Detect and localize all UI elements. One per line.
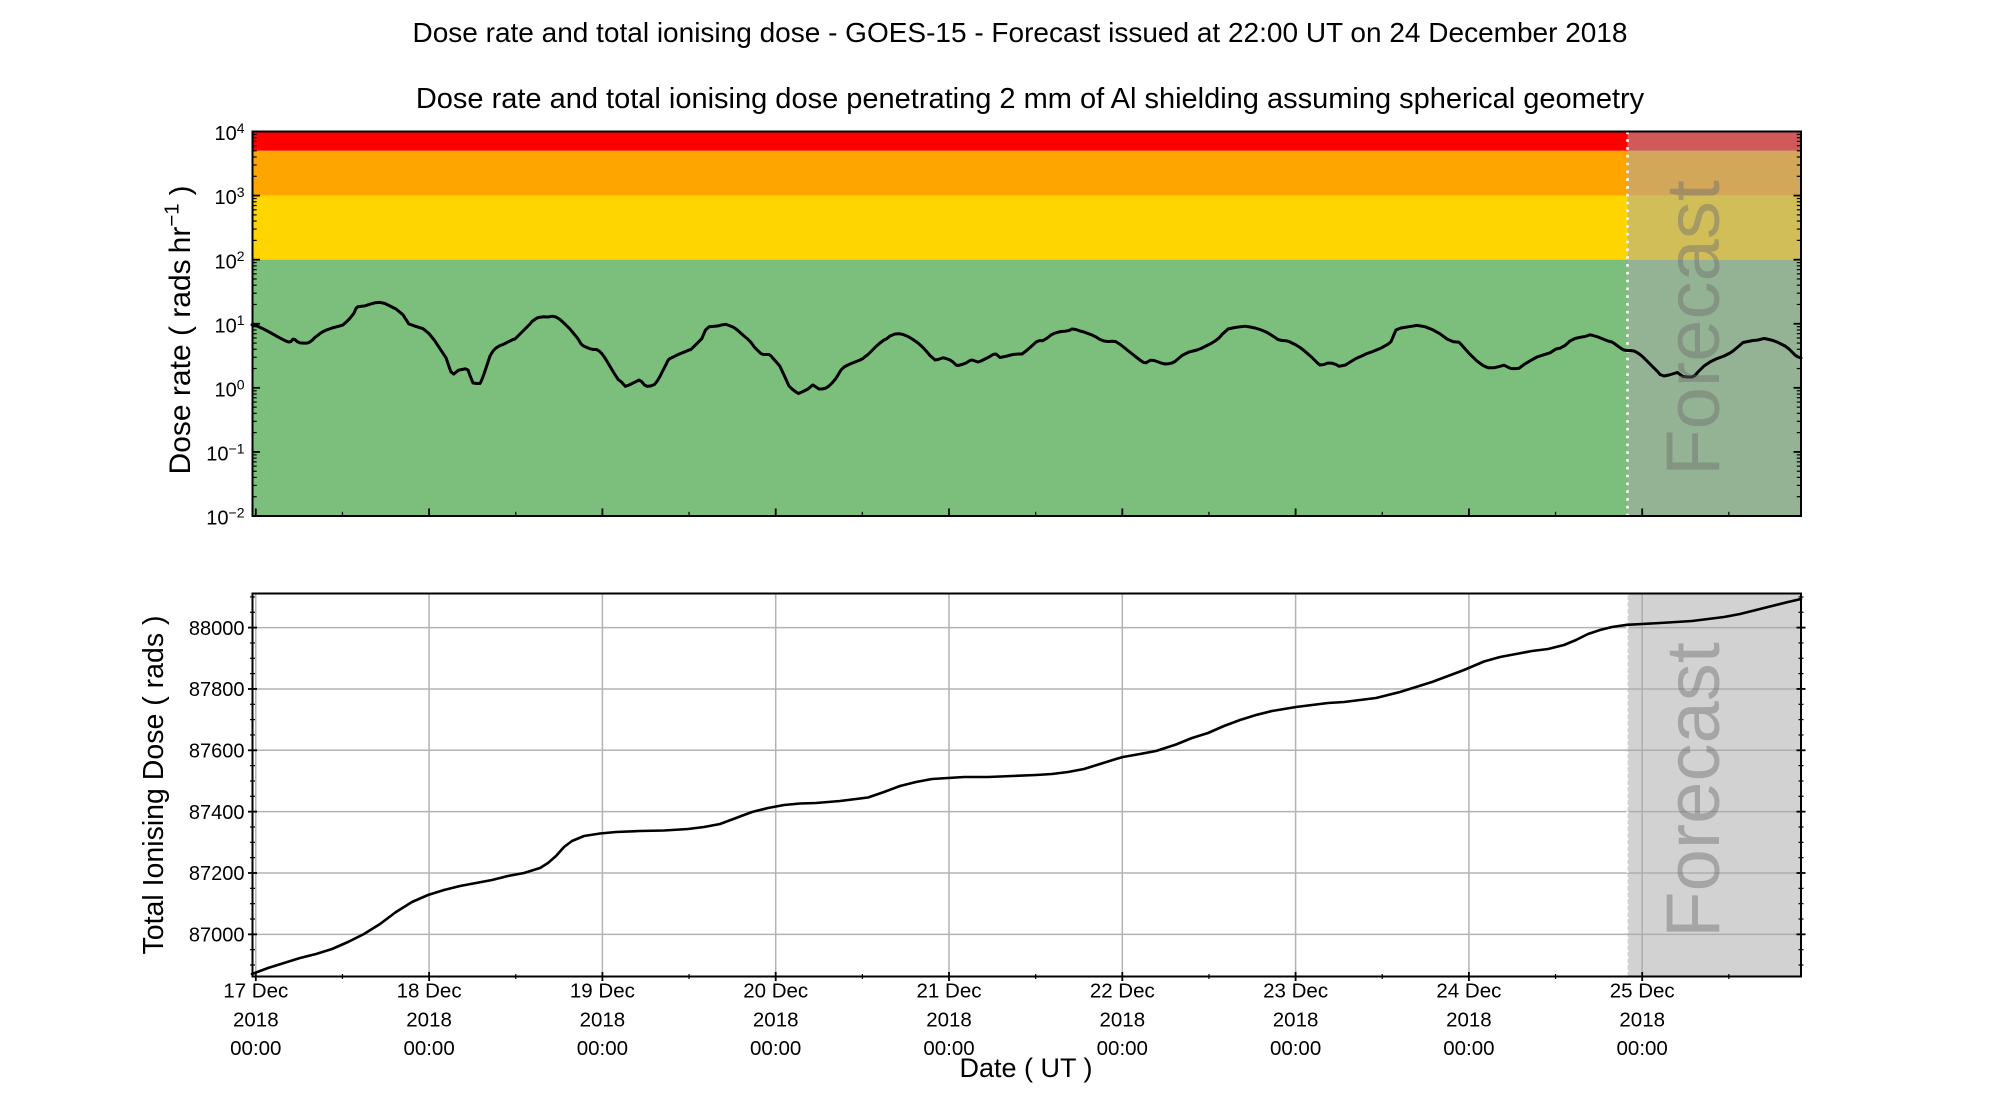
- svg-text:24 Dec: 24 Dec: [1436, 980, 1501, 1003]
- svg-text:Dose rate ( rads hr−1 ): Dose rate ( rads hr−1 ): [161, 186, 198, 475]
- svg-text:00:00: 00:00: [403, 1037, 454, 1060]
- svg-text:87600: 87600: [189, 741, 245, 763]
- svg-text:2018: 2018: [406, 1009, 452, 1032]
- svg-text:87000: 87000: [189, 925, 245, 947]
- svg-text:2018: 2018: [580, 1009, 626, 1032]
- svg-text:2018: 2018: [753, 1009, 799, 1032]
- svg-text:2018: 2018: [1099, 1009, 1145, 1032]
- svg-text:00:00: 00:00: [750, 1037, 801, 1060]
- svg-text:87400: 87400: [189, 802, 245, 824]
- svg-text:2018: 2018: [1273, 1009, 1319, 1032]
- svg-text:100: 100: [214, 376, 244, 401]
- svg-text:23 Dec: 23 Dec: [1263, 980, 1328, 1003]
- svg-text:2018: 2018: [233, 1009, 279, 1032]
- svg-text:104: 104: [214, 120, 244, 145]
- svg-text:00:00: 00:00: [1617, 1037, 1668, 1060]
- svg-text:102: 102: [214, 248, 244, 273]
- svg-text:00:00: 00:00: [1097, 1037, 1148, 1060]
- svg-text:17 Dec: 17 Dec: [223, 980, 288, 1003]
- svg-text:2018: 2018: [1446, 1009, 1492, 1032]
- svg-text:00:00: 00:00: [577, 1037, 628, 1060]
- svg-text:00:00: 00:00: [230, 1037, 281, 1060]
- svg-text:88000: 88000: [189, 618, 245, 640]
- svg-text:21 Dec: 21 Dec: [917, 980, 982, 1003]
- svg-text:25 Dec: 25 Dec: [1610, 980, 1675, 1003]
- svg-text:2018: 2018: [926, 1009, 972, 1032]
- svg-text:10−1: 10−1: [206, 440, 244, 465]
- svg-text:10−2: 10−2: [206, 504, 244, 529]
- svg-text:00:00: 00:00: [923, 1037, 974, 1060]
- svg-text:Forecast: Forecast: [1651, 642, 1736, 938]
- svg-text:Date ( UT ): Date ( UT ): [959, 1053, 1092, 1083]
- svg-text:20 Dec: 20 Dec: [743, 980, 808, 1003]
- svg-text:00:00: 00:00: [1443, 1037, 1494, 1060]
- svg-text:19 Dec: 19 Dec: [570, 980, 635, 1003]
- svg-text:Forecast: Forecast: [1651, 180, 1736, 476]
- svg-text:18 Dec: 18 Dec: [397, 980, 462, 1003]
- svg-text:Dose rate and total ionising d: Dose rate and total ionising dose - GOES…: [412, 17, 1627, 48]
- svg-text:Dose rate and total ionising d: Dose rate and total ionising dose penetr…: [416, 83, 1645, 115]
- svg-text:22 Dec: 22 Dec: [1090, 980, 1155, 1003]
- svg-text:103: 103: [214, 184, 244, 209]
- svg-text:87800: 87800: [189, 679, 245, 701]
- svg-text:Total Ionising Dose ( rads ): Total Ionising Dose ( rads ): [138, 616, 170, 955]
- svg-text:00:00: 00:00: [1270, 1037, 1321, 1060]
- svg-text:87200: 87200: [189, 863, 245, 885]
- svg-text:101: 101: [214, 312, 244, 337]
- svg-text:2018: 2018: [1619, 1009, 1665, 1032]
